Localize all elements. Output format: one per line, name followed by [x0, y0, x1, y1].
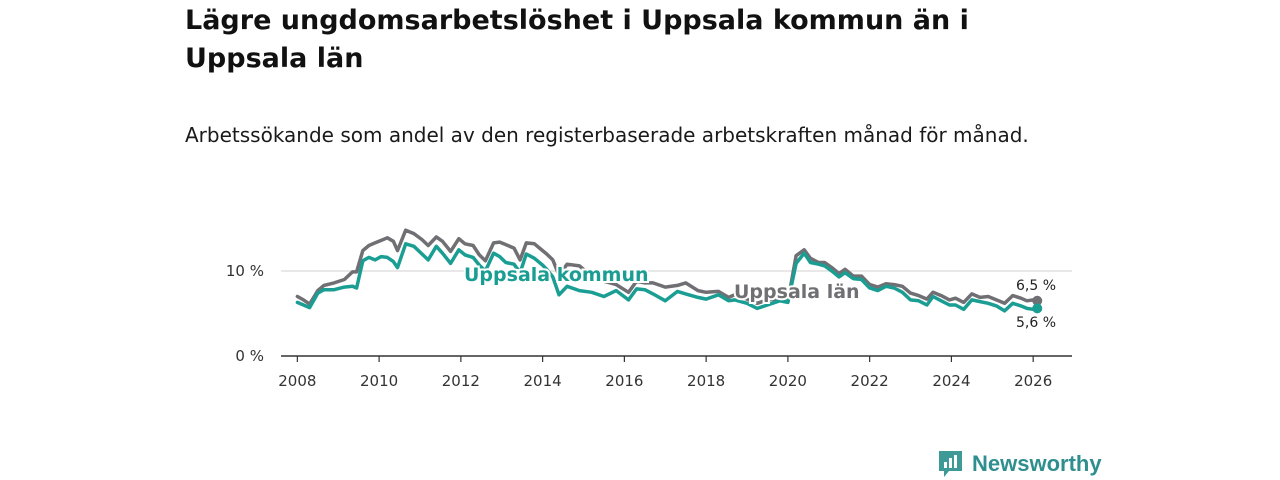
chart-subtitle: Arbetssökande som andel av den registerb… — [185, 123, 1029, 147]
chart-labels: Uppsala län Uppsala kommun 6,5 % 5,6 % — [462, 262, 1056, 331]
x-tick-label: 2020 — [769, 372, 807, 390]
series-line-uppsala-kommun — [295, 242, 1040, 313]
x-tick-label: 2026 — [1014, 372, 1052, 390]
y-tick-label: 10 % — [226, 262, 264, 280]
y-tick-label: 0 % — [235, 347, 264, 365]
series-label-uppsala-kommun: Uppsala kommun — [464, 264, 649, 286]
axes: 0 % 10 % 2008 2010 2012 2014 2016 2018 2020 2022 2… — [226, 262, 1072, 390]
x-tick-label: 2010 — [360, 372, 398, 390]
x-tick-label: 2016 — [605, 372, 643, 390]
x-tick-label: 2022 — [851, 372, 889, 390]
series-lines — [295, 228, 1043, 314]
newsworthy-logo-icon — [939, 451, 962, 477]
end-point-uppsala-lan — [1032, 295, 1043, 306]
end-value-uppsala-lan: 6,5 % — [1016, 278, 1056, 294]
x-tick-label: 2008 — [278, 372, 316, 390]
x-tick-label: 2012 — [442, 372, 480, 390]
series-line-uppsala-lan — [295, 228, 1040, 306]
chart-title: Lägre ungdomsarbetslöshet i Uppsala komm… — [185, 5, 969, 74]
brand-name: Newsworthy — [972, 451, 1102, 476]
end-value-uppsala-kommun: 5,6 % — [1016, 315, 1056, 331]
x-tick-label: 2024 — [932, 372, 970, 390]
x-tick-label: 2014 — [524, 372, 562, 390]
newsworthy-brand[interactable]: Newsworthy — [937, 449, 1102, 479]
x-tick-label: 2018 — [687, 372, 725, 390]
end-point-uppsala-kommun — [1032, 303, 1043, 314]
series-label-uppsala-lan: Uppsala län — [734, 281, 860, 303]
